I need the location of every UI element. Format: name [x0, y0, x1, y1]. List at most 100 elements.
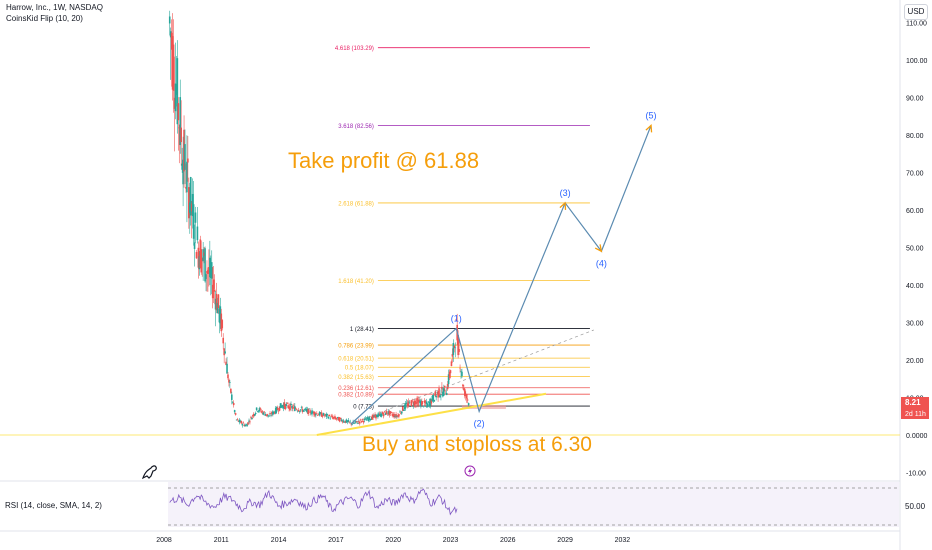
projection-dashed-line: [351, 329, 594, 425]
candle-body: [260, 411, 263, 413]
candle-body: [217, 294, 220, 308]
candle-body: [273, 412, 276, 414]
candle-body: [386, 413, 389, 415]
candle-body: [288, 407, 290, 409]
fib-level-label: 1 (28.41): [350, 327, 374, 333]
candle-body: [286, 402, 288, 404]
candle-body: [254, 412, 257, 415]
fib-level-label: 4.618 (103.29): [335, 46, 374, 52]
candle-body: [432, 395, 435, 402]
candle-body: [228, 379, 230, 383]
candle-body: [415, 401, 417, 405]
event-flash-icon[interactable]: [464, 465, 476, 477]
candle-body: [450, 361, 453, 367]
candle-body: [209, 257, 211, 278]
candle-body: [229, 382, 231, 383]
candle-body: [333, 416, 335, 418]
candle-body: [190, 203, 193, 212]
candle-body: [339, 417, 342, 419]
candle-body: [406, 403, 409, 407]
candle-body: [322, 413, 325, 416]
candle-body: [424, 403, 427, 404]
candle-body: [318, 411, 321, 416]
price-tick-label: 100.00: [906, 58, 928, 65]
candle-body: [433, 399, 436, 402]
candle-body: [340, 419, 343, 421]
candle-body: [320, 412, 323, 417]
candle-body: [301, 409, 304, 413]
candle-body: [431, 395, 434, 401]
candle-body: [188, 187, 190, 219]
candle-body: [265, 414, 267, 416]
candle-body: [261, 411, 264, 413]
current-price-tag: [901, 397, 929, 408]
fib-level-label: 0.5 (18.07): [345, 366, 374, 372]
candle-body: [281, 405, 284, 407]
candle-body: [244, 424, 246, 427]
candle-body: [312, 412, 314, 413]
candle-body: [338, 418, 341, 422]
price-tick-label: 70.00: [906, 171, 924, 178]
fib-level-label: 0.382 (15.63): [338, 375, 374, 381]
candle-body: [239, 420, 242, 423]
support-trendline: [316, 392, 547, 436]
candle-body: [405, 402, 408, 404]
candle-body: [221, 320, 224, 329]
candle-body: [351, 424, 353, 425]
candle-body: [295, 409, 298, 411]
candle-body: [253, 414, 256, 416]
currency-badge[interactable]: USD: [904, 4, 928, 20]
candle-body: [420, 400, 422, 407]
candle-body: [196, 226, 199, 241]
candle-body: [417, 399, 419, 406]
fib-level-label: 0.382 (10.89): [338, 393, 374, 399]
candle-body: [319, 412, 322, 414]
candle-body: [193, 242, 196, 249]
main-pane-background: [0, 0, 900, 550]
candle-body: [272, 411, 274, 415]
candle-body: [447, 374, 450, 385]
candle-body: [208, 266, 210, 274]
candle-body: [328, 414, 331, 417]
candle-body: [465, 394, 468, 399]
candle-body: [342, 420, 345, 422]
candle-body: [462, 384, 464, 387]
indicator-legend[interactable]: CoinsKid Flip (10, 20): [6, 14, 83, 23]
candle-body: [199, 239, 202, 269]
candle-body: [266, 413, 268, 416]
symbol-legend[interactable]: Harrow, Inc., 1W, NASDAQ: [6, 3, 103, 12]
candle-body: [452, 343, 455, 355]
candle-body: [273, 411, 275, 414]
candle-body: [181, 163, 183, 170]
candle-body: [202, 249, 204, 262]
candle-body: [373, 415, 375, 417]
candle-body: [299, 409, 302, 411]
candle-body: [396, 416, 398, 417]
candle-body: [279, 403, 282, 409]
rsi-legend[interactable]: RSI (14, close, SMA, 14, 2): [5, 501, 102, 510]
fib-level-label: 0 (7.73): [353, 405, 374, 411]
candle-body: [439, 395, 441, 398]
candle-body: [392, 414, 394, 417]
candle-body: [303, 409, 306, 411]
candle-body: [278, 406, 281, 411]
price-tick-label: 0.0000: [906, 433, 928, 440]
candle-body: [269, 413, 271, 415]
candle-body: [391, 414, 394, 416]
candle-body: [411, 400, 414, 402]
candle-body: [271, 411, 273, 415]
candle-body: [280, 405, 283, 408]
time-tick-label: 2023: [443, 537, 459, 544]
candle-body: [385, 411, 388, 415]
candle-body: [262, 412, 265, 415]
candle-body: [185, 186, 187, 189]
candle-body: [455, 319, 458, 321]
candle-body: [453, 345, 456, 348]
wave-projection-line: [350, 125, 652, 425]
candle-body: [306, 408, 309, 412]
candle-body: [287, 405, 289, 408]
candle-body: [168, 16, 171, 24]
candle-body: [438, 388, 440, 397]
candle-body: [400, 411, 403, 414]
